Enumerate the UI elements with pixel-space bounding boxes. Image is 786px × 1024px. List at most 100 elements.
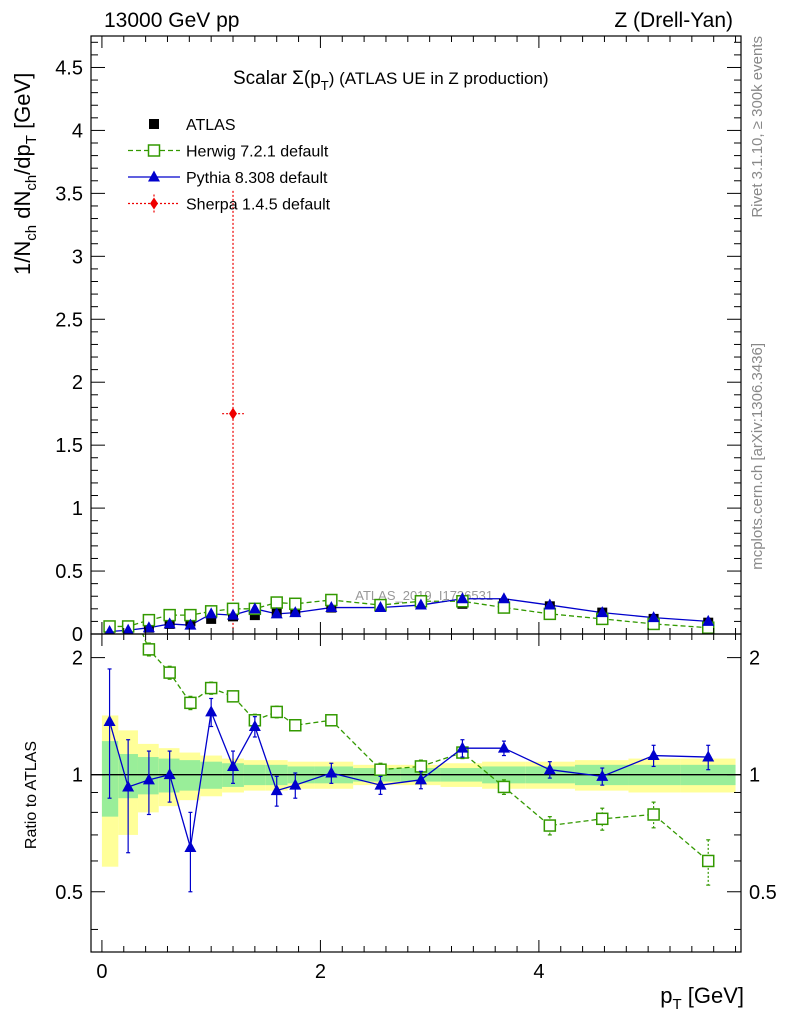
herwig-ratio-point xyxy=(596,812,609,826)
herwig-main-point xyxy=(543,607,557,621)
y-tick-label: 4 xyxy=(72,120,83,142)
pythia-main-point xyxy=(122,623,134,634)
pythia-ratio-point xyxy=(163,768,176,780)
pythia-main-point xyxy=(647,611,660,623)
pythia-ratio-point xyxy=(227,759,240,771)
herwig-ratio-point xyxy=(543,819,557,832)
main-y-axis-title: 1/Nch dNch/dpT [GeV] xyxy=(10,73,40,275)
herwig-ratio-point xyxy=(374,763,387,776)
y-tick-label: 0 xyxy=(72,624,83,646)
pythia-main-point xyxy=(270,607,283,619)
legend-entry-herwig: Herwig 7.2.1 default xyxy=(128,144,329,161)
pythia-ratio-point xyxy=(596,769,609,781)
legend-entry-pythia: Pythia 8.308 default xyxy=(128,170,328,187)
herwig-ratio-point xyxy=(414,760,428,773)
y-tick-label: 3 xyxy=(72,246,83,268)
y-tick-label: 2 xyxy=(72,372,83,394)
pythia-main-point xyxy=(374,601,387,613)
sherpa-point xyxy=(229,407,238,420)
legend-entry-data: ATLAS xyxy=(149,117,236,134)
ratio-y-tick-label-right: 2 xyxy=(749,648,760,670)
herwig-ratio-point xyxy=(497,780,511,794)
legend-marker-pythia xyxy=(148,170,160,182)
pythia-main-point xyxy=(163,617,176,629)
mcplots-reference-label: mcplots.cern.ch [arXiv:1306.3436] xyxy=(749,343,766,570)
ratio-y-tick-label-right: 1 xyxy=(749,765,760,787)
pythia-ratio-point xyxy=(702,750,715,762)
ratio-plot-frame xyxy=(90,633,742,953)
herwig-main-point xyxy=(270,596,283,609)
pythia-ratio-point xyxy=(205,705,218,717)
ratio-y-tick-label: 0.5 xyxy=(55,882,83,904)
y-tick-label: 2.5 xyxy=(55,309,83,331)
pythia-ratio-point xyxy=(497,741,510,753)
y-tick-label: 1 xyxy=(72,498,83,520)
x-tick-label: 0 xyxy=(96,961,107,983)
ratio-y-tick-label: 2 xyxy=(72,648,83,670)
ratio-y-tick-label-right: 0.5 xyxy=(749,882,777,904)
pythia-ratio-point xyxy=(270,784,283,796)
svg-text:1/Nch dNch/dpT [GeV]: 1/Nch dNch/dpT [GeV] xyxy=(10,73,40,275)
legend-label-sherpa: Sherpa 1.4.5 default xyxy=(186,197,331,214)
header-process-label: Z (Drell-Yan) xyxy=(614,9,733,32)
ratio-y-axis-title: Ratio to ATLAS xyxy=(23,741,40,849)
herwig-ratio-point xyxy=(226,690,240,703)
pythia-ratio-point xyxy=(103,715,116,727)
pythia-ratio-point xyxy=(142,773,155,785)
y-tick-label: 1.5 xyxy=(55,435,83,457)
herwig-ratio-point xyxy=(701,854,715,868)
x-tick-label: 4 xyxy=(533,961,544,983)
herwig-ratio-point xyxy=(270,705,283,719)
legend-label-herwig: Herwig 7.2.1 default xyxy=(186,144,329,161)
y-tick-label: 0.5 xyxy=(55,561,83,583)
pythia-main-point xyxy=(543,598,556,610)
pythia-ratio-point xyxy=(248,720,261,732)
y-tick-label: 4.5 xyxy=(55,57,83,79)
pythia-ratio-point xyxy=(374,778,387,790)
pythia-main-point xyxy=(104,624,115,634)
herwig-ratio-point xyxy=(163,666,176,679)
pythia-main-point xyxy=(289,606,302,618)
pythia-ratio-point xyxy=(456,741,469,753)
x-tick-label: 2 xyxy=(315,961,326,983)
pythia-main-point xyxy=(414,598,427,610)
pythia-main-point xyxy=(325,601,338,613)
pythia-main-point xyxy=(248,602,261,614)
rivet-version-label: Rivet 3.1.10, ≥ 300k events xyxy=(749,36,766,218)
herwig-ratio-line xyxy=(142,634,709,862)
pythia-ratio-point xyxy=(289,778,302,790)
header-energy-label: 13000 GeV pp xyxy=(104,9,239,32)
pythia-main-point xyxy=(596,606,609,618)
x-axis-title: pT [GeV] xyxy=(660,983,744,1013)
legend-entry-sherpa: Sherpa 1.4.5 default xyxy=(128,194,331,214)
herwig-main-point xyxy=(497,601,511,614)
atlas-data-point xyxy=(249,610,260,621)
ratio-y-tick-label: 1 xyxy=(72,765,83,787)
pythia-main-point xyxy=(205,607,218,619)
atlas-data-point xyxy=(206,613,217,624)
pythia-ratio-point xyxy=(122,780,135,792)
pythia-ratio-point xyxy=(325,766,338,778)
herwig-ratio-point xyxy=(289,718,302,732)
legend-label-pythia: Pythia 8.308 default xyxy=(186,170,328,187)
pythia-main-point xyxy=(184,618,197,630)
legend-marker-herwig xyxy=(147,144,161,157)
herwig-ratio-point xyxy=(123,592,134,603)
herwig-ratio-point xyxy=(142,643,156,656)
legend-label-data: ATLAS xyxy=(186,117,236,134)
pythia-main-point xyxy=(702,614,715,626)
pythia-ratio-point xyxy=(184,840,197,852)
herwig-ratio-point xyxy=(325,714,338,727)
herwig-ratio-point xyxy=(184,696,197,710)
legend-marker-data xyxy=(149,119,159,129)
pythia-ratio-point xyxy=(647,749,660,761)
pythia-main-point xyxy=(497,592,510,604)
ratio-band-inner xyxy=(179,760,201,791)
chart-title: Scalar Σ(pT) (ATLAS UE in Z production) xyxy=(233,68,549,93)
pythia-ratio-point xyxy=(414,773,427,785)
pythia-main-point xyxy=(227,608,240,620)
pythia-ratio-point xyxy=(543,763,556,775)
legend-marker-sherpa xyxy=(150,197,158,210)
herwig-ratio-point xyxy=(104,589,115,600)
